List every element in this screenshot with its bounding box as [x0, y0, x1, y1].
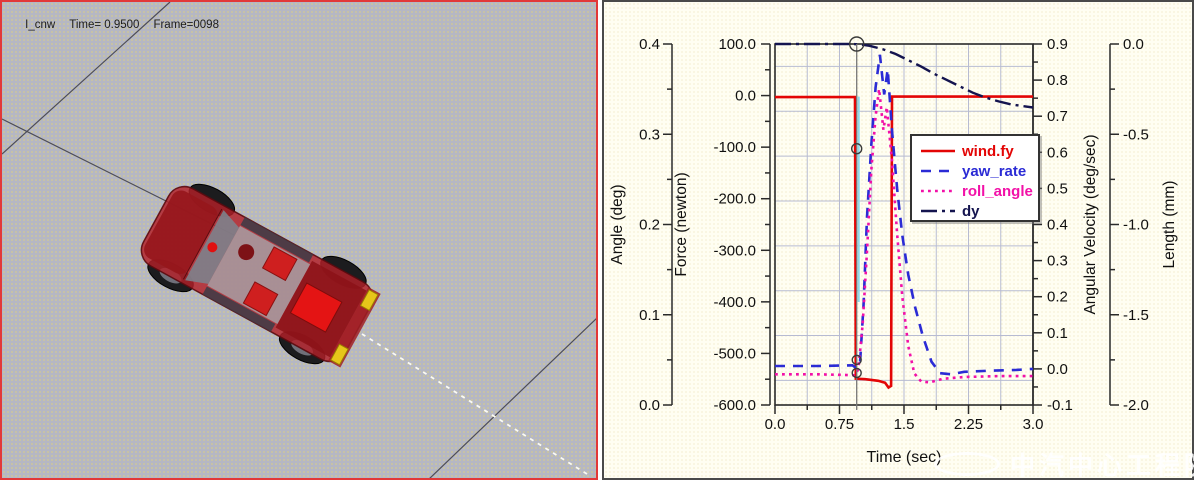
angle-axis	[663, 43, 673, 406]
legend-line-sample	[921, 209, 955, 213]
curve-wind.fy	[775, 95, 1033, 390]
angvel-axis	[1032, 43, 1042, 406]
car-engine-block	[289, 282, 343, 333]
length-axis-title: Length (mm)	[1161, 181, 1178, 269]
legend-line-sample	[921, 169, 955, 173]
svg-text:-1.0: -1.0	[1123, 217, 1149, 234]
cursor-marker-force	[850, 142, 863, 155]
svg-text:0.0: 0.0	[1047, 361, 1068, 378]
3d-scene[interactable]	[2, 2, 596, 478]
svg-text:0.0: 0.0	[639, 397, 660, 414]
legend-line-sample	[921, 189, 955, 193]
cursor-marker-length	[848, 36, 865, 52]
svg-text:0.2: 0.2	[1047, 289, 1068, 306]
path-spline	[361, 333, 588, 475]
angvel-axis-title: Angular Velocity (deg/sec)	[1082, 134, 1099, 314]
curve-yaw_rate	[775, 54, 1034, 376]
car-cabin-floor	[207, 225, 311, 324]
svg-text:0.0: 0.0	[1123, 36, 1144, 53]
svg-text:-100.0: -100.0	[713, 139, 756, 156]
legend-entry-dy: dy	[920, 201, 1038, 221]
svg-text:-200.0: -200.0	[713, 191, 756, 208]
angle-axis-title: Angle (deg)	[609, 184, 626, 264]
hood-seam-line	[182, 208, 223, 280]
svg-text:-600.0: -600.0	[713, 397, 756, 414]
driver-figure	[238, 244, 255, 261]
legend-entry-wind.fy: wind.fy	[920, 141, 1038, 161]
svg-text:0.1: 0.1	[1047, 325, 1068, 342]
svg-text:0.5: 0.5	[1047, 180, 1068, 197]
car-side-window-right	[202, 286, 276, 332]
legend-label: roll_angle	[962, 182, 1033, 200]
svg-text:-300.0: -300.0	[713, 242, 756, 259]
svg-text:2.25: 2.25	[954, 416, 983, 433]
svg-text:0.3: 0.3	[1047, 253, 1068, 270]
svg-text:-0.1: -0.1	[1047, 397, 1073, 414]
time-axis	[774, 405, 1034, 414]
ground-grid-lines	[2, 2, 596, 478]
svg-text:-500.0: -500.0	[713, 345, 756, 362]
svg-text:0.3: 0.3	[639, 126, 660, 143]
plot-panel[interactable]: 0.0 0.1 0.2 0.3 0.4 Angle (deg) 100.0 0.0 -100.0…	[602, 0, 1194, 480]
svg-text:-2.0: -2.0	[1123, 397, 1149, 414]
svg-text:0.1: 0.1	[639, 307, 660, 324]
animation-status-bar: I_cnw Time= 0.9500 Frame=0098	[6, 7, 233, 43]
car-taillight-right	[330, 343, 349, 366]
car-model[interactable]	[130, 171, 387, 379]
grid-lines	[775, 44, 1033, 405]
legend-entry-yaw_rate: yaw_rate	[920, 161, 1038, 181]
model-name-label: I_cnw	[25, 19, 56, 31]
animation-viewport[interactable]: I_cnw Time= 0.9500 Frame=0098	[0, 0, 598, 480]
svg-text:0.8: 0.8	[1047, 72, 1068, 89]
svg-text:0.0: 0.0	[765, 416, 786, 433]
cursor-marker-angle	[851, 367, 862, 379]
car-seat-left	[261, 246, 298, 282]
curves	[775, 42, 1034, 390]
svg-text:-1.5: -1.5	[1123, 307, 1149, 324]
force-axis	[761, 43, 771, 406]
svg-text:100.0: 100.0	[718, 36, 756, 53]
frame-label: Frame=0098	[153, 19, 219, 31]
svg-text:0.75: 0.75	[825, 416, 854, 433]
force-axis-title: Force (newton)	[673, 172, 690, 276]
cursor-marker-angvel	[851, 354, 862, 366]
svg-text:1.5: 1.5	[894, 416, 915, 433]
svg-text:0.2: 0.2	[639, 217, 660, 234]
car-seat-right	[242, 281, 279, 317]
svg-text:0.6: 0.6	[1047, 144, 1068, 161]
car-hood	[144, 190, 218, 274]
svg-text:0.7: 0.7	[1047, 108, 1068, 125]
length-axis	[1109, 43, 1119, 406]
svg-text:-400.0: -400.0	[713, 294, 756, 311]
legend-label: wind.fy	[962, 142, 1014, 160]
car-taillight-left	[359, 289, 379, 312]
time-label: Time= 0.9500	[69, 19, 140, 31]
steering-marker	[207, 242, 218, 253]
legend-label: yaw_rate	[962, 162, 1027, 180]
svg-text:0.4: 0.4	[1047, 217, 1068, 234]
chart-canvas[interactable]: 0.0 0.1 0.2 0.3 0.4 Angle (deg) 100.0 0.0 -100.0…	[604, 2, 1192, 478]
svg-text:0.4: 0.4	[639, 36, 660, 53]
car-side-window-left	[240, 217, 314, 263]
time-axis-title: Time (sec)	[867, 449, 942, 466]
legend-label: dy	[962, 202, 980, 220]
svg-text:0.0: 0.0	[735, 88, 756, 105]
legend-entry-roll_angle: roll_angle	[920, 181, 1038, 201]
curve-dy	[775, 42, 1034, 109]
svg-text:-0.5: -0.5	[1123, 126, 1149, 143]
legend-line-sample	[921, 149, 955, 153]
svg-text:0.9: 0.9	[1047, 36, 1068, 53]
svg-text:3.0: 3.0	[1023, 416, 1044, 433]
